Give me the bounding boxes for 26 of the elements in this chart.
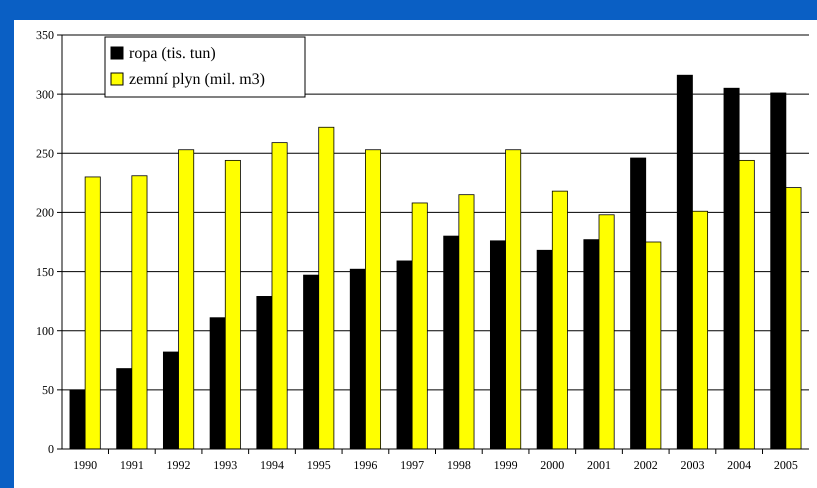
y-tick-label: 300 — [36, 87, 54, 102]
y-tick-label: 50 — [42, 383, 54, 398]
legend-label: zemní plyn (mil. m3) — [129, 71, 265, 88]
x-tick-label: 1993 — [213, 458, 238, 472]
x-tick-label: 2002 — [634, 458, 658, 472]
x-tick-label: 1995 — [306, 458, 331, 472]
x-tick-label: 2005 — [774, 458, 798, 472]
x-tick-label: 1991 — [120, 458, 144, 472]
x-tick-label: 2003 — [680, 458, 704, 472]
x-tick-label: 1998 — [446, 458, 471, 472]
x-tick-label: 1996 — [353, 458, 378, 472]
y-tick-label: 350 — [36, 28, 54, 42]
y-tick-label: 100 — [36, 324, 54, 338]
y-tick-label: 250 — [36, 146, 54, 160]
legend-label: ropa (tis. tun) — [129, 45, 216, 62]
y-tick-label: 200 — [36, 206, 54, 220]
y-tick-label: 150 — [36, 264, 54, 279]
x-tick-label: 1994 — [260, 458, 284, 472]
x-tick-label: 1990 — [73, 458, 98, 472]
x-tick-label: 2004 — [727, 458, 752, 472]
x-tick-label: 2000 — [540, 458, 564, 472]
x-tick-label: 2001 — [587, 458, 612, 472]
x-tick-label: 1999 — [494, 458, 518, 472]
y-tick-label: 0 — [48, 442, 54, 456]
x-tick-label: 1997 — [400, 458, 424, 472]
x-tick-label: 1992 — [166, 458, 191, 472]
